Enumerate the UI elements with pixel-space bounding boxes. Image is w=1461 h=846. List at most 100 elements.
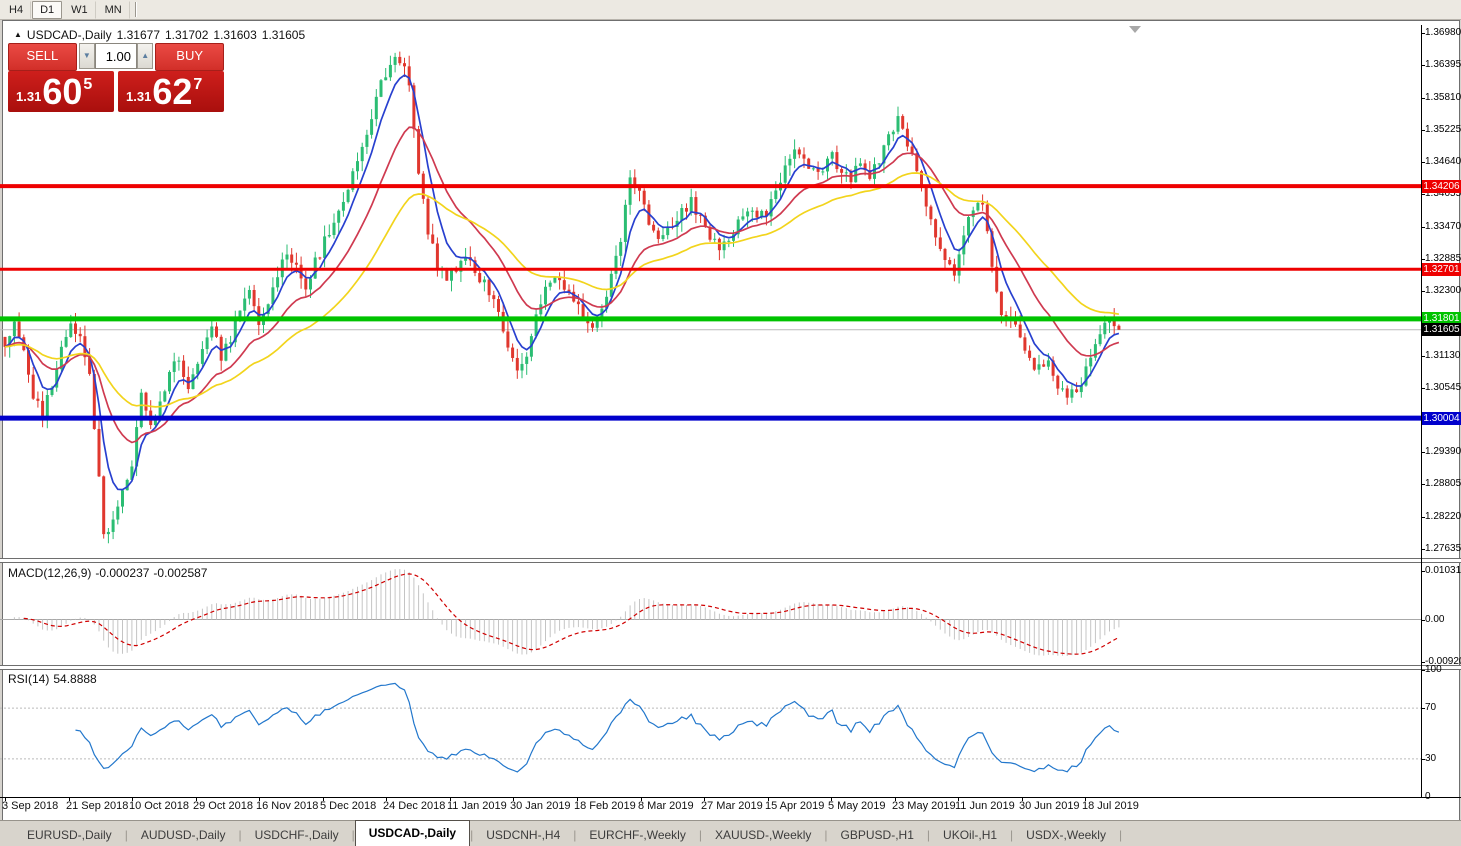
timeframe-button-h4[interactable]: H4 xyxy=(1,0,32,19)
price-axis-tick xyxy=(1421,162,1425,163)
buy-price-display[interactable]: 1.31 62 7 xyxy=(118,71,224,112)
tab-usdcnh-h4[interactable]: USDCNH-,H4 xyxy=(486,828,561,842)
toolbar-divider xyxy=(134,2,137,17)
price-axis-tick xyxy=(1421,388,1425,389)
rsi-label: RSI(14) 54.8888 xyxy=(8,672,97,686)
sell-price-sup: 5 xyxy=(83,76,93,93)
date-tick xyxy=(704,797,705,801)
price-axis-tick xyxy=(1421,549,1425,550)
price-tag-132701: 1.32701 xyxy=(1422,263,1461,276)
price-axis-tick xyxy=(1421,291,1425,292)
price-axis-label: 1.29390 xyxy=(1425,446,1461,457)
tab-gbpusd-h1[interactable]: GBPUSD-,H1 xyxy=(840,828,914,842)
price-axis-label: 1.30545 xyxy=(1425,382,1461,393)
tab-audusd-daily[interactable]: AUDUSD-,Daily xyxy=(140,828,226,842)
tab-xauusd-weekly[interactable]: XAUUSD-,Weekly xyxy=(714,828,812,842)
price-axis-label: 1.27635 xyxy=(1425,543,1461,554)
collapse-icon[interactable]: ▲ xyxy=(14,30,22,39)
date-label: 18 Feb 2019 xyxy=(574,800,636,812)
volume-decrement-button[interactable]: ▼ xyxy=(78,43,95,69)
date-tick xyxy=(513,797,514,801)
time-ruler-line xyxy=(0,797,1461,798)
date-tick xyxy=(641,797,642,801)
tab-eurchf-weekly[interactable]: EURCHF-,Weekly xyxy=(589,828,686,842)
tab-separator: | xyxy=(238,828,242,842)
price-axis-tick xyxy=(1421,33,1425,34)
tab-usdx-weekly[interactable]: USDX-,Weekly xyxy=(1026,828,1106,842)
date-tick xyxy=(1085,797,1086,801)
price-tag-131801: 1.31801 xyxy=(1422,312,1461,325)
price-chart-canvas[interactable] xyxy=(0,25,1421,558)
buy-price-sup: 7 xyxy=(193,76,203,93)
date-label: 16 Nov 2018 xyxy=(256,800,319,812)
date-label: 11 Jun 2019 xyxy=(955,800,1015,812)
date-tick xyxy=(895,797,896,801)
rsi-axis-label: 0 xyxy=(1425,791,1431,802)
rsi-axis-tick xyxy=(1421,759,1425,760)
timeframe-button-mn[interactable]: MN xyxy=(97,0,130,19)
buy-price-prefix: 1.31 xyxy=(126,89,152,104)
date-tick xyxy=(323,797,324,801)
rsi-line xyxy=(75,682,1120,773)
tab-separator: | xyxy=(824,828,828,842)
date-tick xyxy=(69,797,70,801)
price-axis-label: 1.32300 xyxy=(1425,285,1461,296)
sell-price-prefix: 1.31 xyxy=(16,89,42,104)
sell-button[interactable]: SELL xyxy=(8,43,77,71)
price-axis-label: 1.31130 xyxy=(1425,350,1461,361)
macd-chart-canvas[interactable] xyxy=(0,563,1421,666)
buy-button[interactable]: BUY xyxy=(155,43,224,71)
tab-eurusd-daily[interactable]: EURUSD-,Daily xyxy=(27,828,112,842)
price-axis-label: 1.32885 xyxy=(1425,253,1461,264)
date-tick xyxy=(259,797,260,801)
tab-usdchf-daily[interactable]: USDCHF-,Daily xyxy=(254,828,339,842)
rsi-axis-label: 30 xyxy=(1425,753,1437,764)
macd-axis-label: 0.00 xyxy=(1425,614,1445,625)
ohlc-low: 1.31603 xyxy=(213,28,257,42)
volume-input[interactable] xyxy=(95,43,137,69)
chart-header: ▲ USDCAD-,Daily 1.31677 1.31702 1.31603 1.316… xyxy=(14,28,305,42)
timeframe-button-w1[interactable]: W1 xyxy=(63,0,96,19)
chart-symbol-title: USDCAD-,Daily xyxy=(26,28,112,42)
ohlc-open: 1.31677 xyxy=(116,28,160,42)
tab-separator: | xyxy=(1010,828,1014,842)
price-tag-130004: 1.30004 xyxy=(1422,412,1461,425)
spinner-up-icon: ▲ xyxy=(141,51,150,60)
ohlc-close: 1.31605 xyxy=(261,28,306,42)
macd-rsi-splitter[interactable] xyxy=(0,665,1461,670)
price-axis-label: 1.35225 xyxy=(1425,124,1461,135)
macd-axis-label: -0.009203 xyxy=(1425,656,1461,667)
price-axis-line xyxy=(1421,25,1422,797)
tab-separator: | xyxy=(351,828,355,842)
tab-separator: | xyxy=(573,828,577,842)
price-axis-label: 1.28220 xyxy=(1425,511,1461,522)
volume-increment-button[interactable]: ▲ xyxy=(137,43,154,69)
price-axis-label: 1.33470 xyxy=(1425,221,1461,232)
rsi-axis-tick xyxy=(1421,670,1425,671)
buy-price-big: 62 xyxy=(152,71,193,112)
price-axis-tick xyxy=(1421,65,1425,66)
date-label: 15 Apr 2019 xyxy=(765,800,825,812)
rsi-value: 54.8888 xyxy=(53,672,97,686)
price-axis-label: 1.36395 xyxy=(1425,59,1461,70)
moving-average-6 xyxy=(4,74,1120,491)
price-axis-tick xyxy=(1421,517,1425,518)
price-axis-label: 1.34640 xyxy=(1425,156,1461,167)
timeframe-button-d1[interactable]: D1 xyxy=(32,0,63,19)
date-label: 5 May 2019 xyxy=(828,800,886,812)
rsi-axis-label: 100 xyxy=(1425,664,1442,675)
rsi-chart-canvas[interactable] xyxy=(0,670,1421,797)
sell-price-display[interactable]: 1.31 60 5 xyxy=(8,71,114,112)
macd-signal-value: -0.002587 xyxy=(153,566,208,580)
date-tick xyxy=(831,797,832,801)
date-label: 11 Jan 2019 xyxy=(447,800,507,812)
date-tick xyxy=(386,797,387,801)
price-axis-label: 1.34055 xyxy=(1425,188,1461,199)
tab-usdcad-daily[interactable]: USDCAD-,Daily xyxy=(354,820,471,846)
date-label: 30 Jan 2019 xyxy=(510,800,571,812)
price-axis-label: 1.36980 xyxy=(1425,27,1461,38)
main-macd-splitter[interactable] xyxy=(0,558,1461,563)
price-axis-tick xyxy=(1421,194,1425,195)
tab-ukoil-h1[interactable]: UKOil-,H1 xyxy=(943,828,998,842)
